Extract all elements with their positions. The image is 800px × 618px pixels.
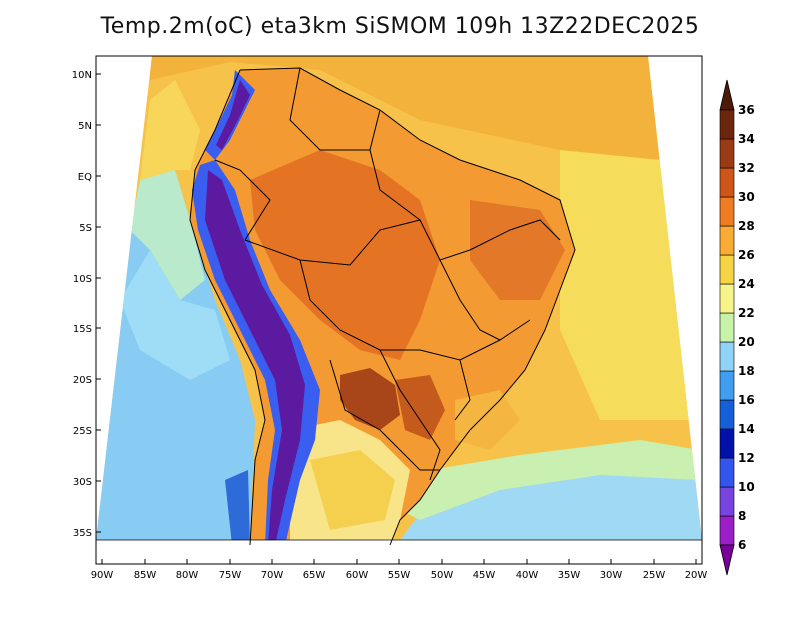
maranhao-border <box>469 219 561 251</box>
colorbar-label: 34 <box>738 132 755 146</box>
colorbar-swatch <box>719 399 735 430</box>
colorbar-label: 18 <box>738 364 755 378</box>
north-warm-band <box>150 56 660 160</box>
colorbar-max-arrow <box>719 79 735 111</box>
colorbar-swatch <box>719 254 735 285</box>
atlantic-coastline <box>239 67 576 546</box>
andes-north-cold <box>216 80 250 150</box>
colorbar-label: 20 <box>738 335 755 349</box>
pampas-warm <box>310 450 395 530</box>
pacific-ocean-north <box>140 80 200 180</box>
colombia-border <box>214 159 271 241</box>
lon-label: 55W <box>388 570 411 581</box>
colorbar: 6 8 10 12 14 16 18 20 22 24 26 28 30 32 34 36 <box>719 79 755 576</box>
colorbar-label: 32 <box>738 161 755 175</box>
colorbar-label: 22 <box>738 306 755 320</box>
uruguay-border <box>399 449 440 471</box>
colorbar-min-arrow <box>719 544 735 576</box>
colorbar-label: 12 <box>738 451 755 465</box>
colorbar-swatch <box>719 486 735 517</box>
longitude-ticks <box>101 559 697 564</box>
bolivia-border <box>329 359 401 451</box>
colorbar-swatch <box>719 138 735 169</box>
colorbar-swatch <box>719 312 735 343</box>
political-borders <box>189 67 576 546</box>
southeast-hot <box>395 375 445 440</box>
colorbar-label: 28 <box>738 219 755 233</box>
paraguay-border <box>379 349 441 481</box>
colorbar-label: 26 <box>738 248 755 262</box>
lat-label: 15S <box>73 324 92 335</box>
lat-label: 5N <box>78 121 92 132</box>
colorbar-swatch <box>719 341 735 372</box>
colorbar-label: 14 <box>738 422 755 436</box>
lon-label: 45W <box>473 570 496 581</box>
lon-label: 30W <box>600 570 623 581</box>
lat-label: EQ <box>78 172 92 183</box>
lon-label: 20W <box>685 570 708 581</box>
colorbar-label: 30 <box>738 190 755 204</box>
colorbar-label: 6 <box>738 538 746 552</box>
colorbar-label: 10 <box>738 480 755 494</box>
south-atlantic-mild <box>380 440 700 520</box>
pacific-coastline <box>189 69 266 546</box>
lat-label: 5S <box>79 223 92 234</box>
colorbar-label: 16 <box>738 393 755 407</box>
longitude-labels: 90W 85W 80W 75W 70W 65W 60W 55W 50W 45W … <box>91 570 708 581</box>
andes-cold <box>205 170 305 540</box>
pacific-ocean-light <box>120 250 230 380</box>
latitude-labels: 10N 5N EQ 5S 10S 15S 20S 25S 30S 35S <box>72 70 92 539</box>
lon-label: 50W <box>431 570 454 581</box>
lon-label: 40W <box>516 570 539 581</box>
lon-label: 60W <box>346 570 369 581</box>
colorbar-swatch <box>719 515 735 546</box>
lon-label: 25W <box>643 570 666 581</box>
lat-label: 35S <box>73 528 92 539</box>
temperature-field <box>96 56 702 540</box>
colorbar-label: 24 <box>738 277 755 291</box>
colorbar-swatch <box>719 283 735 314</box>
lat-label: 10S <box>73 274 92 285</box>
lon-label: 80W <box>176 570 199 581</box>
colorbar-swatch <box>719 428 735 459</box>
colorbar-swatch <box>719 457 735 488</box>
lon-label: 75W <box>219 570 242 581</box>
guiana-border <box>369 109 421 221</box>
colorbar-label: 36 <box>738 103 755 117</box>
lat-label: 30S <box>73 477 92 488</box>
northeast-border <box>439 259 531 341</box>
lon-label: 90W <box>91 570 114 581</box>
venezuela-border <box>289 67 370 151</box>
south-atlantic-cool <box>400 460 702 540</box>
east-atlantic-band <box>560 150 690 420</box>
lon-label: 85W <box>134 570 157 581</box>
lon-label: 35W <box>558 570 581 581</box>
colorbar-swatch <box>719 196 735 227</box>
colorbar-swatch <box>719 167 735 198</box>
land-hottest <box>340 368 400 430</box>
chile-coast-cool <box>225 470 250 540</box>
lat-label: 20S <box>73 375 92 386</box>
lon-label: 65W <box>303 570 326 581</box>
latitude-ticks <box>96 73 101 533</box>
lon-label: 70W <box>261 570 284 581</box>
colorbar-swatch <box>719 370 735 401</box>
southeast-coast <box>455 390 520 450</box>
colorbar-swatch <box>719 109 735 140</box>
lat-label: 10N <box>72 70 92 81</box>
map-title: Temp.2m(oC) eta3km SiSMOM 109h 13Z22DEC2… <box>100 14 700 39</box>
pacific-ocean-mid <box>130 170 205 300</box>
lat-label: 25S <box>73 426 92 437</box>
southeast-border <box>454 359 471 421</box>
colorbar-label: 8 <box>738 509 746 523</box>
northeast-hot <box>470 200 565 300</box>
land-hot <box>250 150 440 360</box>
colorbar-swatch <box>719 225 735 256</box>
